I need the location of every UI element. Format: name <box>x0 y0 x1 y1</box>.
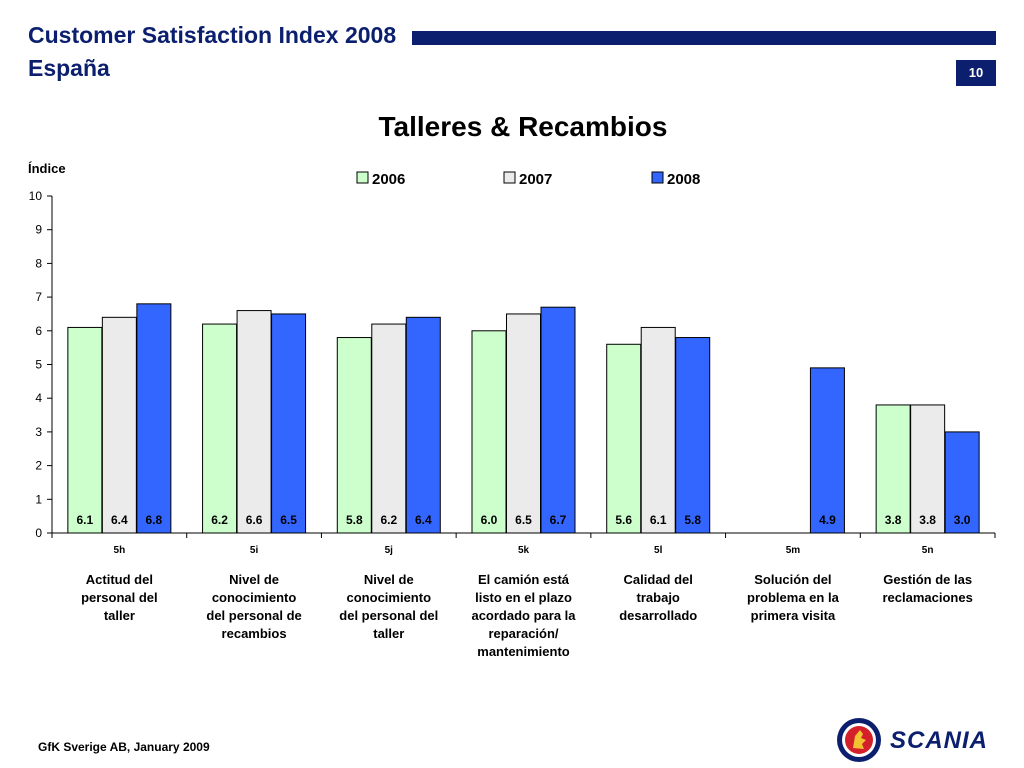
category-description: taller <box>104 608 135 623</box>
category-description: acordado para la <box>471 608 576 623</box>
y-tick-label: 2 <box>35 459 42 473</box>
bar-2007-5k <box>506 313 541 534</box>
page-number-badge: 10 <box>956 60 996 86</box>
category-description: Actitud del <box>86 572 153 587</box>
legend-swatch-2007 <box>503 171 516 184</box>
legend-label-2006: 2006 <box>372 171 405 188</box>
y-tick-label: 10 <box>29 189 43 203</box>
y-tick-label: 9 <box>35 223 42 237</box>
category-description: conocimiento <box>212 590 297 605</box>
bar-value-label: 5.8 <box>684 513 701 527</box>
bar-2008-5m <box>809 367 845 534</box>
category-description: primera visita <box>751 608 836 623</box>
category-description: Calidad del <box>624 572 693 587</box>
bar-value-label: 3.8 <box>885 513 902 527</box>
bar-2006-5k <box>471 330 507 534</box>
scania-wordmark: SCANIA <box>890 727 988 754</box>
bar-value-label: 6.8 <box>146 513 163 527</box>
bar-2007-5n <box>910 404 946 534</box>
bar-value-label: 3.0 <box>954 513 971 527</box>
category-description: Nivel de <box>229 572 279 587</box>
bar-2006-5h <box>67 326 103 534</box>
bar-value-label: 6.0 <box>481 513 498 527</box>
y-axis-label: Índice <box>28 161 66 176</box>
bar-2006-5i <box>202 323 238 534</box>
legend-swatch-2006 <box>356 171 369 184</box>
bar-value-label: 6.5 <box>280 513 297 527</box>
bar-value-label: 4.9 <box>819 513 836 527</box>
header-rule <box>412 31 996 45</box>
scania-logo: SCANIA <box>837 718 988 762</box>
y-tick-label: 0 <box>35 526 42 540</box>
bar-2006-5l <box>606 343 642 534</box>
category-description: personal del <box>81 590 158 605</box>
bar-2007-5h <box>101 316 137 534</box>
category-description: reclamaciones <box>882 590 972 605</box>
category-description: Nivel de <box>364 572 414 587</box>
bar-value-label: 6.2 <box>211 513 228 527</box>
category-description: listo en el plazo <box>475 590 572 605</box>
bar-value-label: 6.2 <box>380 513 397 527</box>
bar-value-label: 5.8 <box>346 513 363 527</box>
category-description: Solución del <box>754 572 831 587</box>
y-tick-label: 3 <box>35 425 42 439</box>
legend-swatch-2008 <box>651 171 664 184</box>
bar-2006-5n <box>875 404 911 534</box>
category-description: reparación/ <box>488 626 558 641</box>
bar-value-label: 6.5 <box>515 513 532 527</box>
report-subtitle: España <box>28 55 110 81</box>
category-description: Gestión de las <box>883 572 972 587</box>
bar-value-label: 3.8 <box>919 513 936 527</box>
bar-value-label: 6.1 <box>650 513 667 527</box>
y-tick-label: 1 <box>35 492 42 506</box>
category-description: del personal de <box>206 608 301 623</box>
y-tick-label: 8 <box>35 256 42 270</box>
bar-2008-5n <box>944 431 980 534</box>
chart-legend: 2006 2007 2008 <box>356 171 700 188</box>
category-description: recambios <box>222 626 287 641</box>
footer-source: GfK Sverige AB, January 2009 <box>38 740 210 754</box>
category-description: mantenimiento <box>477 644 570 659</box>
category-description: del personal del <box>339 608 438 623</box>
bar-2008-5h <box>136 303 172 534</box>
category-description: trabajo <box>637 590 680 605</box>
category-description: conocimiento <box>347 590 432 605</box>
bar-2006-5j <box>336 337 372 534</box>
legend-label-2008: 2008 <box>667 171 700 188</box>
y-tick-label: 5 <box>35 358 42 372</box>
bar-2008-5j <box>405 316 441 534</box>
category-description: El camión está <box>478 572 570 587</box>
bar-2007-5j <box>371 323 407 534</box>
y-tick-label: 7 <box>35 290 42 304</box>
bar-2008-5l <box>675 337 711 534</box>
bar-2008-5k <box>540 306 576 534</box>
report-title: Customer Satisfaction Index 2008 <box>28 22 397 48</box>
y-tick-label: 4 <box>35 391 42 405</box>
bar-2008-5i <box>271 313 307 534</box>
bar-value-label: 5.6 <box>615 513 632 527</box>
bar-value-label: 6.1 <box>77 513 94 527</box>
x-tick-label: 5j <box>385 545 394 556</box>
chart-title: Talleres & Recambios <box>379 111 668 142</box>
x-tick-label: 5k <box>518 545 530 556</box>
bar-value-label: 6.7 <box>550 513 567 527</box>
x-tick-label: 5m <box>786 545 801 556</box>
x-tick-label: 5n <box>922 545 934 556</box>
x-tick-label: 5h <box>114 545 126 556</box>
bar-value-label: 6.6 <box>246 513 263 527</box>
chart-marks: 0 1 2 3 4 5 6 7 8 9 10 6.1 6.4 6.8 5h Actitud del person… <box>29 189 996 659</box>
bar-2007-5l <box>640 326 676 534</box>
x-tick-label: 5l <box>654 545 663 556</box>
bar-2007-5i <box>236 310 272 534</box>
griffin-emblem-icon <box>837 718 881 762</box>
category-description: desarrollado <box>619 608 697 623</box>
x-tick-label: 5i <box>250 545 259 556</box>
legend-label-2007: 2007 <box>519 171 552 188</box>
category-description: taller <box>373 626 404 641</box>
category-description: problema en la <box>747 590 840 605</box>
bar-value-label: 6.4 <box>111 513 128 527</box>
bar-value-label: 6.4 <box>415 513 432 527</box>
y-tick-label: 6 <box>35 324 42 338</box>
